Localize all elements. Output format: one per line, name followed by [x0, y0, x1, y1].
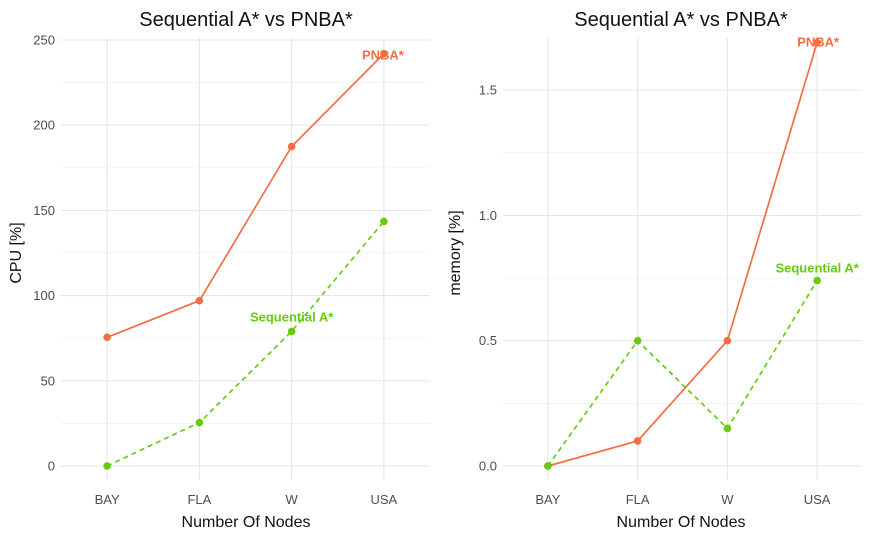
memory-chart-x-tick-label: USA	[804, 492, 831, 507]
cpu-chart-pnba-point	[103, 333, 111, 342]
cpu-chart-pnba-point	[195, 296, 204, 305]
memory-chart-sequential-a-line	[547, 280, 818, 467]
cpu-chart-y-tick-label: 50	[41, 373, 55, 388]
cpu-chart-sequential-a-point	[195, 418, 204, 427]
memory-chart-pnba-point	[723, 336, 732, 345]
cpu-chart-pnba-label: PNBA*	[362, 48, 405, 63]
cpu-chart-y-tick-label: 200	[33, 118, 55, 133]
cpu-chart-pnba-point	[287, 142, 296, 151]
memory-chart-title: Sequential A* vs PNBA*	[574, 9, 788, 31]
cpu-chart-sequential-a-point	[380, 217, 388, 226]
memory-chart-y-tick-label: 0.0	[479, 459, 497, 474]
cpu-chart-grid	[61, 38, 430, 480]
memory-chart-sequential-a-point	[633, 336, 642, 345]
cpu-chart-sequential-a-point	[103, 462, 111, 470]
memory-chart-ylabel: memory [%]	[447, 210, 464, 295]
memory-chart-sequential-a-label: Sequential A*	[775, 261, 859, 276]
cpu-chart-sequential-a-label: Sequential A*	[250, 309, 334, 324]
cpu-chart-title: Sequential A* vs PNBA*	[139, 9, 353, 31]
cpu-chart-y-tick-label: 150	[33, 203, 55, 218]
memory-chart-x-tick-label: BAY	[535, 492, 560, 507]
cpu-chart-panel: Sequential A* vs PNBA* Number Of Nodes C…	[8, 9, 430, 531]
cpu-chart-y-tick-label: 250	[33, 33, 55, 48]
memory-chart-xlabel: Number Of Nodes	[617, 514, 746, 531]
memory-chart-pnba-point	[633, 437, 642, 445]
cpu-chart-ylabel: CPU [%]	[8, 222, 25, 283]
cpu-chart-pnba-line	[106, 53, 385, 339]
memory-chart-panel: Sequential A* vs PNBA* Number Of Nodes m…	[447, 9, 862, 531]
cpu-chart-xlabel: Number Of Nodes	[182, 514, 311, 531]
cpu-chart-x-tick-label: USA	[371, 492, 398, 507]
memory-chart-sequential-a-point	[544, 462, 552, 470]
cpu-chart-y-tick-label: 100	[33, 288, 55, 303]
cpu-chart-y-tick-label: 0	[48, 459, 55, 474]
memory-chart-pnba-label: PNBA*	[797, 35, 840, 50]
memory-chart-x-tick-label: W	[721, 492, 734, 507]
cpu-chart-sequential-a-point	[287, 327, 296, 336]
cpu-chart-sequential-a-line	[106, 220, 385, 467]
memory-chart-pnba-point	[813, 38, 821, 47]
memory-chart-grid	[503, 38, 862, 480]
memory-chart-y-tick-label: 1.5	[479, 83, 497, 98]
cpu-chart-x-tick-label: W	[285, 492, 298, 507]
memory-chart-x-tick-label: FLA	[626, 492, 650, 507]
memory-chart-sequential-a-point	[813, 276, 821, 285]
memory-chart-y-tick-label: 0.5	[479, 333, 497, 348]
cpu-chart-x-tick-label: FLA	[187, 492, 211, 507]
cpu-chart-pnba-point	[380, 49, 388, 58]
memory-chart-sequential-a-point	[723, 424, 732, 433]
memory-chart-y-tick-label: 1.0	[479, 208, 497, 223]
cpu-chart-x-tick-label: BAY	[95, 492, 120, 507]
memory-chart-pnba-line	[547, 42, 818, 467]
